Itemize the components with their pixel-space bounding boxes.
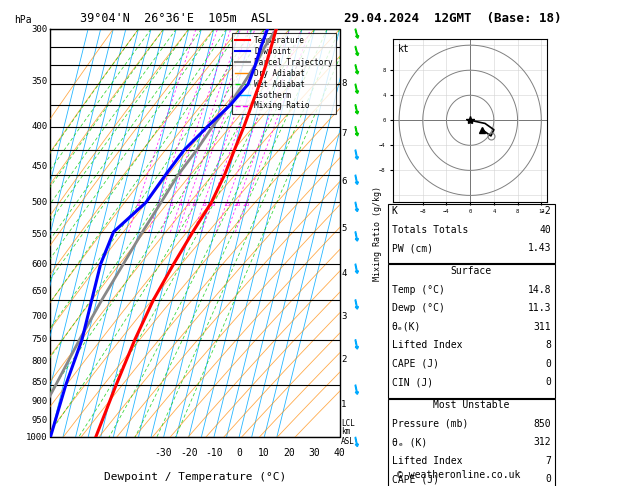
Text: 312: 312 bbox=[533, 437, 551, 448]
Text: 8: 8 bbox=[202, 202, 206, 208]
Text: 7: 7 bbox=[545, 456, 551, 466]
Text: Temp (°C): Temp (°C) bbox=[392, 285, 445, 295]
Text: CAPE (J): CAPE (J) bbox=[392, 474, 439, 485]
Text: 400: 400 bbox=[31, 122, 47, 131]
Text: 311: 311 bbox=[533, 322, 551, 332]
Text: PW (cm): PW (cm) bbox=[392, 243, 433, 253]
Text: 40: 40 bbox=[539, 225, 551, 235]
Text: 1: 1 bbox=[341, 400, 347, 409]
Text: Most Unstable: Most Unstable bbox=[433, 400, 509, 411]
Text: 8: 8 bbox=[545, 340, 551, 350]
Text: 7: 7 bbox=[341, 129, 347, 138]
Text: 10: 10 bbox=[208, 202, 216, 208]
Text: -10: -10 bbox=[205, 448, 223, 458]
Text: 40: 40 bbox=[334, 448, 345, 458]
Text: 2: 2 bbox=[157, 202, 160, 208]
Text: © weatheronline.co.uk: © weatheronline.co.uk bbox=[398, 469, 521, 480]
Text: km
ASL: km ASL bbox=[341, 427, 355, 446]
Text: 0: 0 bbox=[545, 377, 551, 387]
Text: 15: 15 bbox=[223, 202, 231, 208]
Text: 8: 8 bbox=[341, 79, 347, 88]
Text: 950: 950 bbox=[31, 416, 47, 424]
Text: 0: 0 bbox=[545, 359, 551, 369]
Text: 6: 6 bbox=[341, 177, 347, 186]
Text: 1.43: 1.43 bbox=[528, 243, 551, 253]
Text: Lifted Index: Lifted Index bbox=[392, 456, 462, 466]
Text: 20: 20 bbox=[284, 448, 295, 458]
Text: hPa: hPa bbox=[14, 15, 31, 25]
Text: 10: 10 bbox=[259, 448, 270, 458]
Text: 6: 6 bbox=[192, 202, 196, 208]
Text: 5: 5 bbox=[186, 202, 190, 208]
Text: 29.04.2024  12GMT  (Base: 18): 29.04.2024 12GMT (Base: 18) bbox=[344, 12, 562, 25]
Text: 850: 850 bbox=[31, 378, 47, 387]
Text: 750: 750 bbox=[31, 335, 47, 345]
Text: 0: 0 bbox=[545, 474, 551, 485]
Text: 450: 450 bbox=[31, 162, 47, 171]
Text: 600: 600 bbox=[31, 260, 47, 269]
Legend: Temperature, Dewpoint, Parcel Trajectory, Dry Adiabat, Wet Adiabat, Isotherm, Mi: Temperature, Dewpoint, Parcel Trajectory… bbox=[232, 33, 336, 114]
Text: Lifted Index: Lifted Index bbox=[392, 340, 462, 350]
Text: Totals Totals: Totals Totals bbox=[392, 225, 468, 235]
Text: 650: 650 bbox=[31, 287, 47, 296]
Text: 1: 1 bbox=[136, 202, 140, 208]
Text: 1000: 1000 bbox=[26, 433, 47, 442]
Text: 700: 700 bbox=[31, 312, 47, 321]
Text: 4: 4 bbox=[341, 269, 347, 278]
Text: 500: 500 bbox=[31, 198, 47, 207]
Text: 550: 550 bbox=[31, 230, 47, 239]
Text: -2: -2 bbox=[539, 206, 551, 216]
Text: 300: 300 bbox=[31, 25, 47, 34]
Text: 30: 30 bbox=[309, 448, 320, 458]
Text: 5: 5 bbox=[341, 224, 347, 233]
Text: θₑ(K): θₑ(K) bbox=[392, 322, 421, 332]
Text: 4: 4 bbox=[179, 202, 182, 208]
Text: 14.8: 14.8 bbox=[528, 285, 551, 295]
Text: CIN (J): CIN (J) bbox=[392, 377, 433, 387]
Text: 0: 0 bbox=[236, 448, 242, 458]
Text: 850: 850 bbox=[533, 419, 551, 429]
Text: Mixing Ratio (g/kg): Mixing Ratio (g/kg) bbox=[373, 186, 382, 281]
Text: K: K bbox=[392, 206, 398, 216]
Text: 11.3: 11.3 bbox=[528, 303, 551, 313]
Text: 900: 900 bbox=[31, 397, 47, 406]
Text: 2: 2 bbox=[341, 355, 347, 364]
Text: 350: 350 bbox=[31, 77, 47, 86]
Text: Dewpoint / Temperature (°C): Dewpoint / Temperature (°C) bbox=[104, 472, 286, 482]
Text: -20: -20 bbox=[180, 448, 198, 458]
Text: Surface: Surface bbox=[451, 266, 492, 277]
Text: 3: 3 bbox=[341, 312, 347, 321]
Text: 25: 25 bbox=[243, 202, 250, 208]
Text: 800: 800 bbox=[31, 357, 47, 366]
Text: -30: -30 bbox=[155, 448, 172, 458]
Text: LCL: LCL bbox=[341, 419, 355, 428]
Text: 3: 3 bbox=[169, 202, 173, 208]
Text: kt: kt bbox=[398, 44, 409, 54]
Text: θₑ (K): θₑ (K) bbox=[392, 437, 427, 448]
Text: 20: 20 bbox=[234, 202, 242, 208]
Text: Pressure (mb): Pressure (mb) bbox=[392, 419, 468, 429]
Text: CAPE (J): CAPE (J) bbox=[392, 359, 439, 369]
Text: Dewp (°C): Dewp (°C) bbox=[392, 303, 445, 313]
Text: 39°04'N  26°36'E  105m  ASL: 39°04'N 26°36'E 105m ASL bbox=[80, 12, 272, 25]
